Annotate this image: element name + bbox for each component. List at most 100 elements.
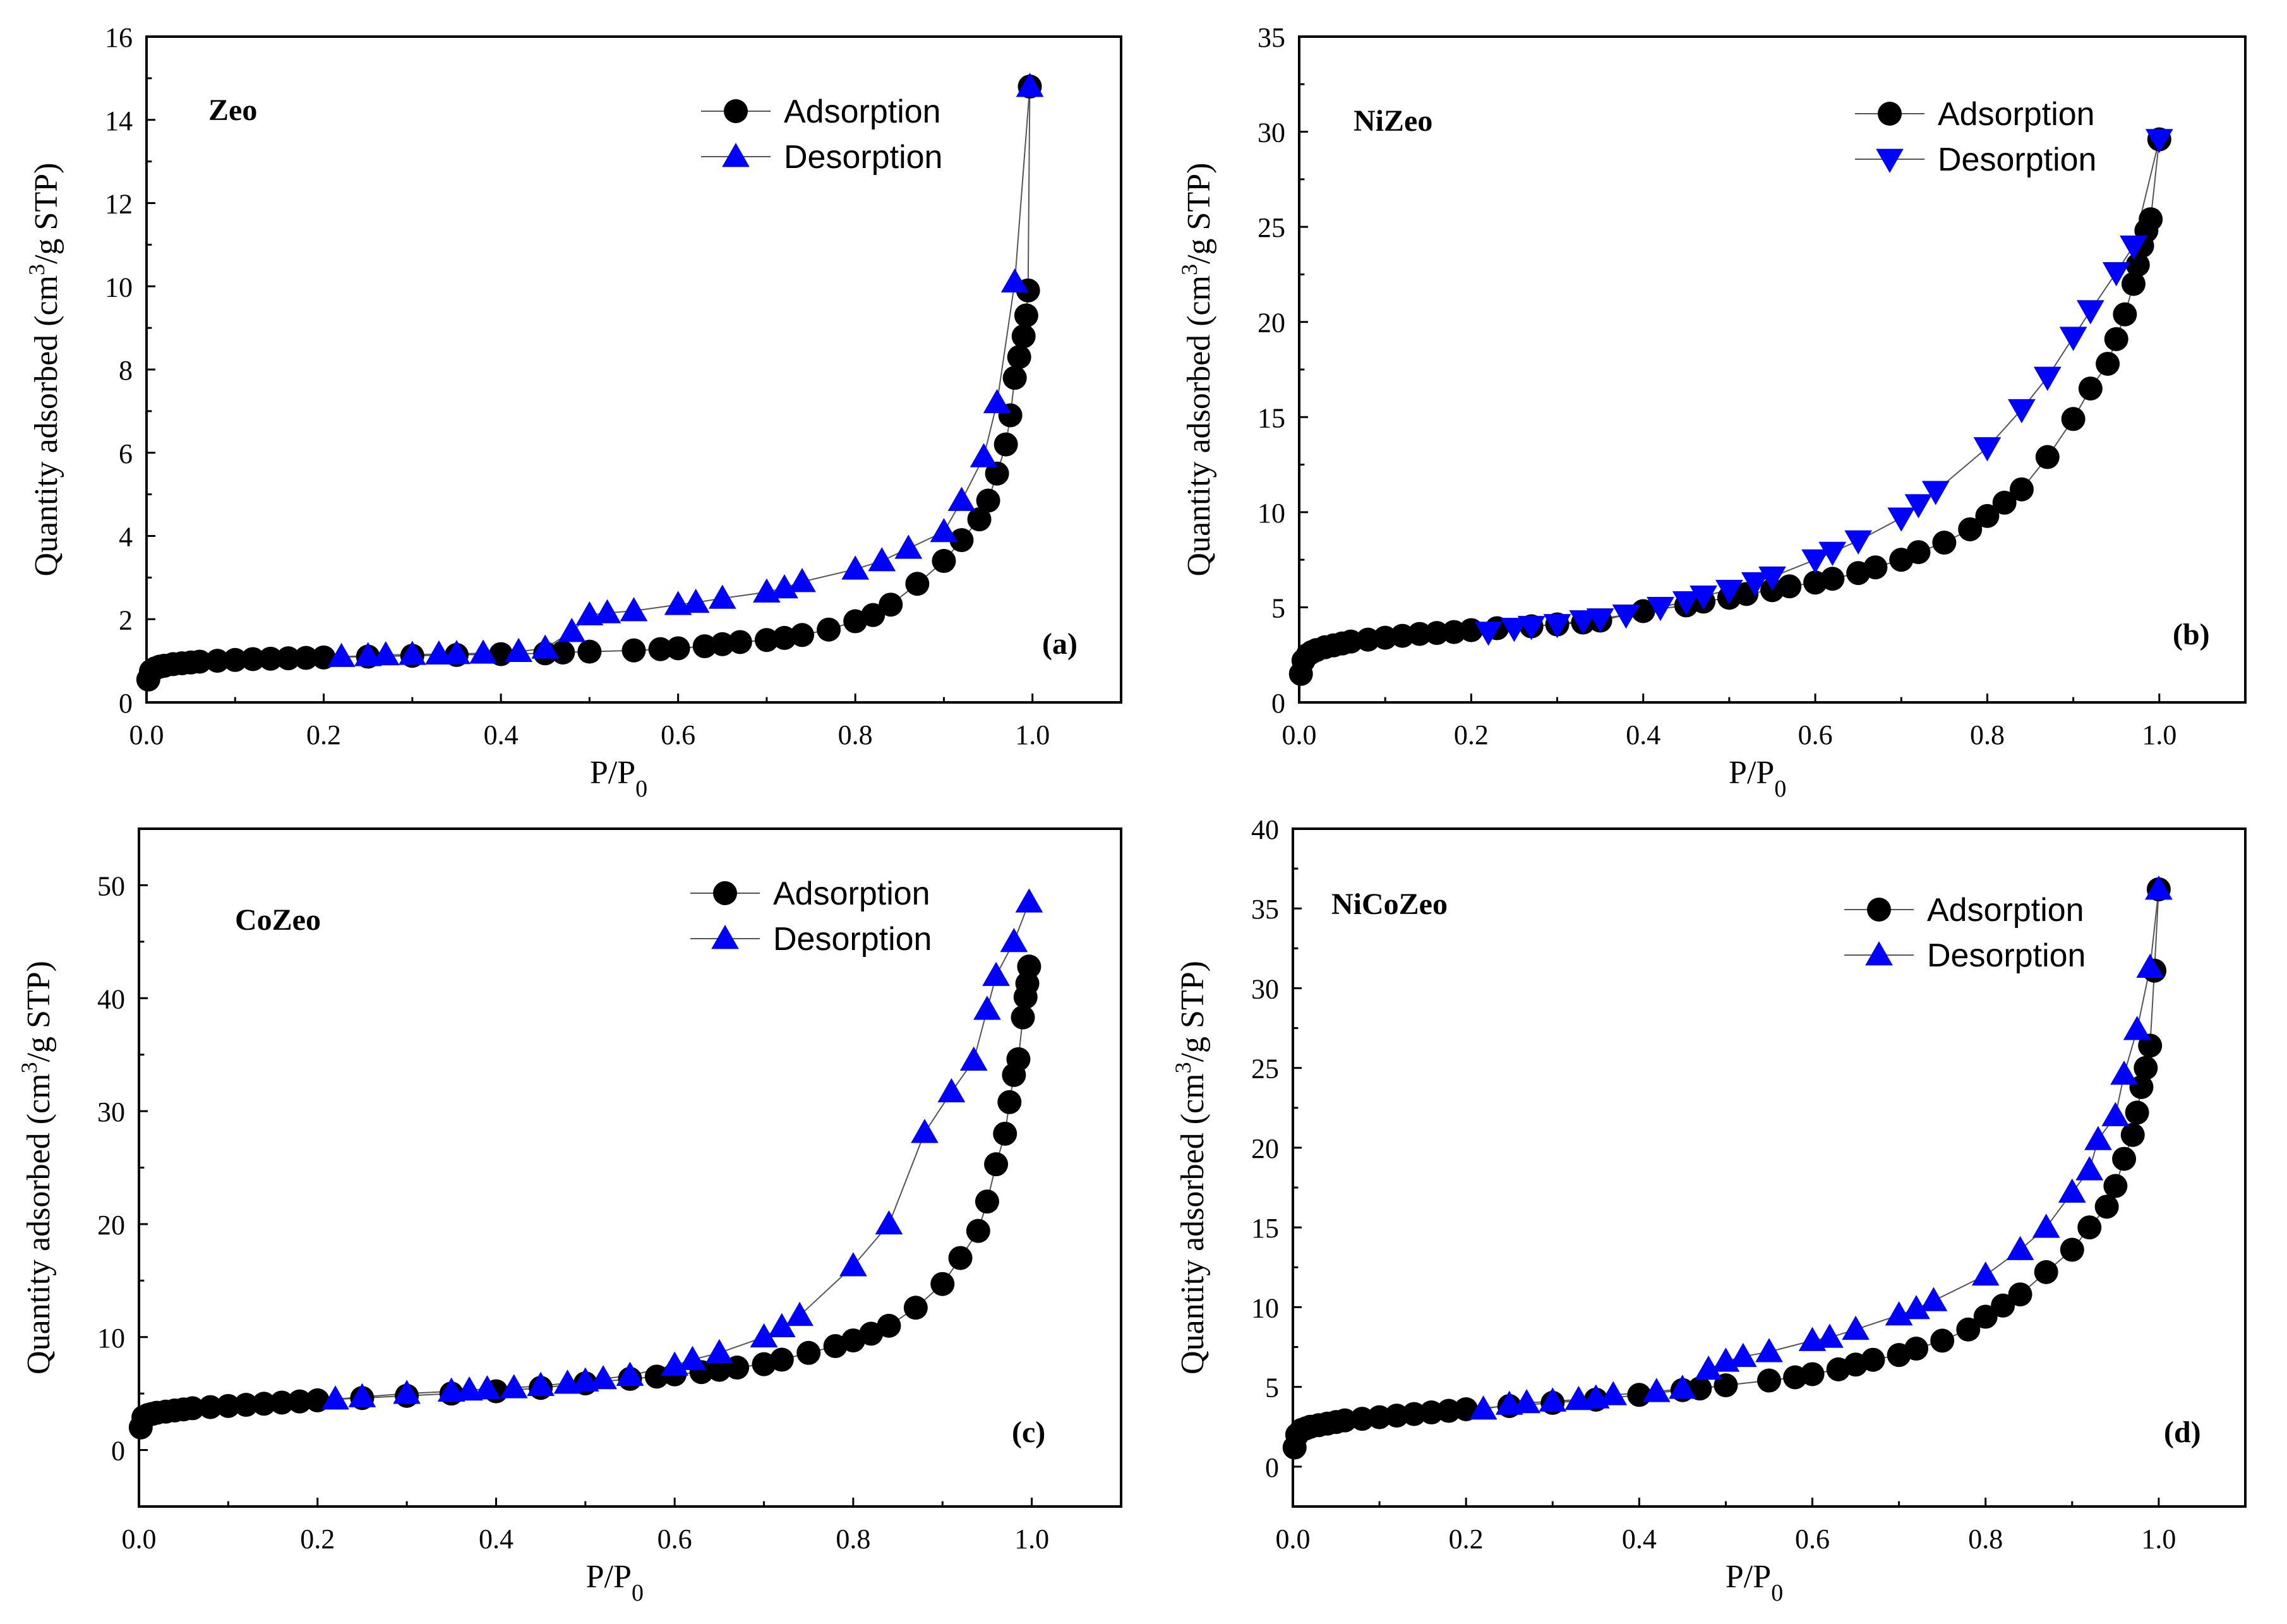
- adsorption-data-point: [1975, 503, 2000, 528]
- adsorption-data-point: [1333, 1408, 1357, 1433]
- desorption-data-point: [589, 1365, 617, 1390]
- desorption-data-point: [575, 601, 604, 626]
- legend-adsorption-marker: [724, 99, 748, 123]
- adsorption-data-point: [2035, 445, 2060, 469]
- legend-adsorption-marker: [1878, 102, 1902, 126]
- legend-desorption-label: Desorption: [1938, 141, 2096, 178]
- desorption-data-point: [2101, 1102, 2130, 1126]
- plot-area: [136, 73, 1044, 692]
- desorption-data-point: [750, 1323, 778, 1348]
- desorption-data-point: [1921, 481, 1950, 505]
- y-tick-label: 35: [1258, 22, 1285, 53]
- desorption-data-point: [875, 1210, 903, 1235]
- legend: Adsorption Desorption: [1855, 96, 2096, 178]
- desorption-data-point: [437, 1377, 465, 1402]
- legend-adsorption-label: Adsorption: [784, 93, 941, 130]
- adsorption-data-point: [1991, 1293, 2015, 1318]
- adsorption-data-point: [1436, 1398, 1461, 1423]
- desorption-data-point: [1672, 591, 1700, 616]
- panel-sample-name: NiCoZeo: [1331, 887, 1448, 921]
- adsorption-data-point: [2077, 1215, 2102, 1240]
- x-tick-label: 1.0: [2141, 1524, 2176, 1555]
- plot-area: [1288, 127, 2173, 686]
- adsorption-data-point: [966, 1218, 990, 1243]
- chart-panel-2: 0.0 0.2 0.4 0.6 0.8 1.0 0 5 10 15 20 25 30 35 P/P0 Quan…: [1177, 22, 2247, 802]
- legend-desorption-marker: [1876, 148, 1904, 173]
- desorption-data-point: [1647, 597, 1674, 622]
- adsorption-data-point: [993, 1121, 1017, 1146]
- adsorption-data-point: [198, 1395, 223, 1419]
- adsorption-data-point: [879, 592, 903, 617]
- panel-sample-name: Zeo: [208, 93, 257, 127]
- desorption-data-point: [1612, 604, 1640, 629]
- desorption-data-point: [527, 1371, 555, 1397]
- desorption-data-point: [1564, 1385, 1593, 1410]
- y-axis-title: Quantity adsorbed (cm3/g STP): [1177, 163, 1217, 577]
- desorption-data-point: [1669, 1374, 1696, 1399]
- desorption-data-point: [1904, 494, 1933, 519]
- adsorption-data-point: [2104, 327, 2128, 351]
- x-tick-label: 0.2: [1454, 719, 1489, 750]
- y-tick-label: 10: [105, 272, 133, 303]
- y-tick-label: 14: [105, 105, 133, 136]
- y-tick-label: 35: [1251, 894, 1279, 925]
- desorption-data-point: [983, 388, 1011, 414]
- desorption-data-point: [1971, 1261, 2000, 1286]
- y-axis-title: Quantity adsorbed (cm3/g STP): [1170, 961, 1211, 1374]
- adsorption-data-point: [258, 646, 283, 671]
- y-tick-label: 0: [1271, 688, 1285, 719]
- adsorption-data-point: [188, 649, 212, 674]
- y-tick-label: 2: [119, 604, 133, 635]
- x-tick-label: 0.0: [1282, 719, 1317, 750]
- x-tick-label: 0.2: [1449, 1524, 1484, 1555]
- desorption-data-point: [1712, 1347, 1740, 1372]
- y-tick-label: 15: [1251, 1213, 1279, 1244]
- panel-sample-name: CoZeo: [235, 903, 321, 937]
- y-tick-label: 15: [1258, 402, 1285, 433]
- x-tick-label: 0.6: [661, 719, 695, 750]
- adsorption-data-point: [2009, 477, 2034, 502]
- desorption-data-point: [681, 589, 710, 613]
- x-axis-title: P/P0: [1729, 755, 1786, 802]
- adsorption-data-point: [2139, 207, 2163, 232]
- x-axis-title: P/P0: [590, 755, 647, 802]
- x-tick-label: 0.2: [306, 719, 341, 750]
- adsorption-data-point: [997, 1090, 1022, 1114]
- plot-area: [128, 888, 1043, 1440]
- adsorption-data-point: [666, 636, 690, 661]
- desorption-data-point: [753, 578, 781, 603]
- y-tick-label: 20: [1258, 308, 1285, 339]
- x-tick-label: 0.8: [838, 719, 873, 750]
- x-tick-label: 1.0: [1014, 1524, 1049, 1555]
- x-tick-label: 0.6: [1795, 1524, 1830, 1555]
- y-tick-label: 12: [105, 189, 133, 220]
- adsorption-data-point: [984, 1152, 1009, 1177]
- plot-frame: [1292, 827, 2247, 1508]
- adsorption-data-point: [949, 528, 974, 553]
- desorption-data-point: [1741, 572, 1769, 597]
- desorption-data-point: [2145, 129, 2173, 153]
- adsorption-data-point: [2078, 376, 2103, 401]
- desorption-data-point: [348, 1383, 376, 1407]
- adsorption-data-point: [2134, 1056, 2158, 1080]
- x-tick-label: 0.4: [484, 719, 519, 750]
- desorption-data-point: [1500, 618, 1528, 642]
- adsorption-data-point: [1956, 1317, 1981, 1342]
- legend: Adsorption Desorption: [690, 875, 932, 958]
- adsorption-data-point: [1014, 303, 1038, 328]
- adsorption-data-point: [1367, 1405, 1392, 1429]
- desorption-data-point: [1842, 1315, 1870, 1340]
- x-tick-label: 0.4: [479, 1524, 513, 1555]
- adsorption-data-point: [1350, 1407, 1374, 1431]
- desorption-data-point: [841, 555, 870, 580]
- y-axis-title: Quantity adsorbed (cm3/g STP): [16, 961, 57, 1374]
- desorption-data-point: [786, 1301, 813, 1326]
- adsorption-data-point: [975, 1189, 999, 1214]
- legend-desorption-label: Desorption: [773, 921, 932, 958]
- desorption-data-point: [1887, 507, 1916, 532]
- desorption-data-point: [443, 640, 471, 665]
- adsorption-data-point: [2121, 272, 2146, 296]
- desorption-data-point: [947, 486, 976, 511]
